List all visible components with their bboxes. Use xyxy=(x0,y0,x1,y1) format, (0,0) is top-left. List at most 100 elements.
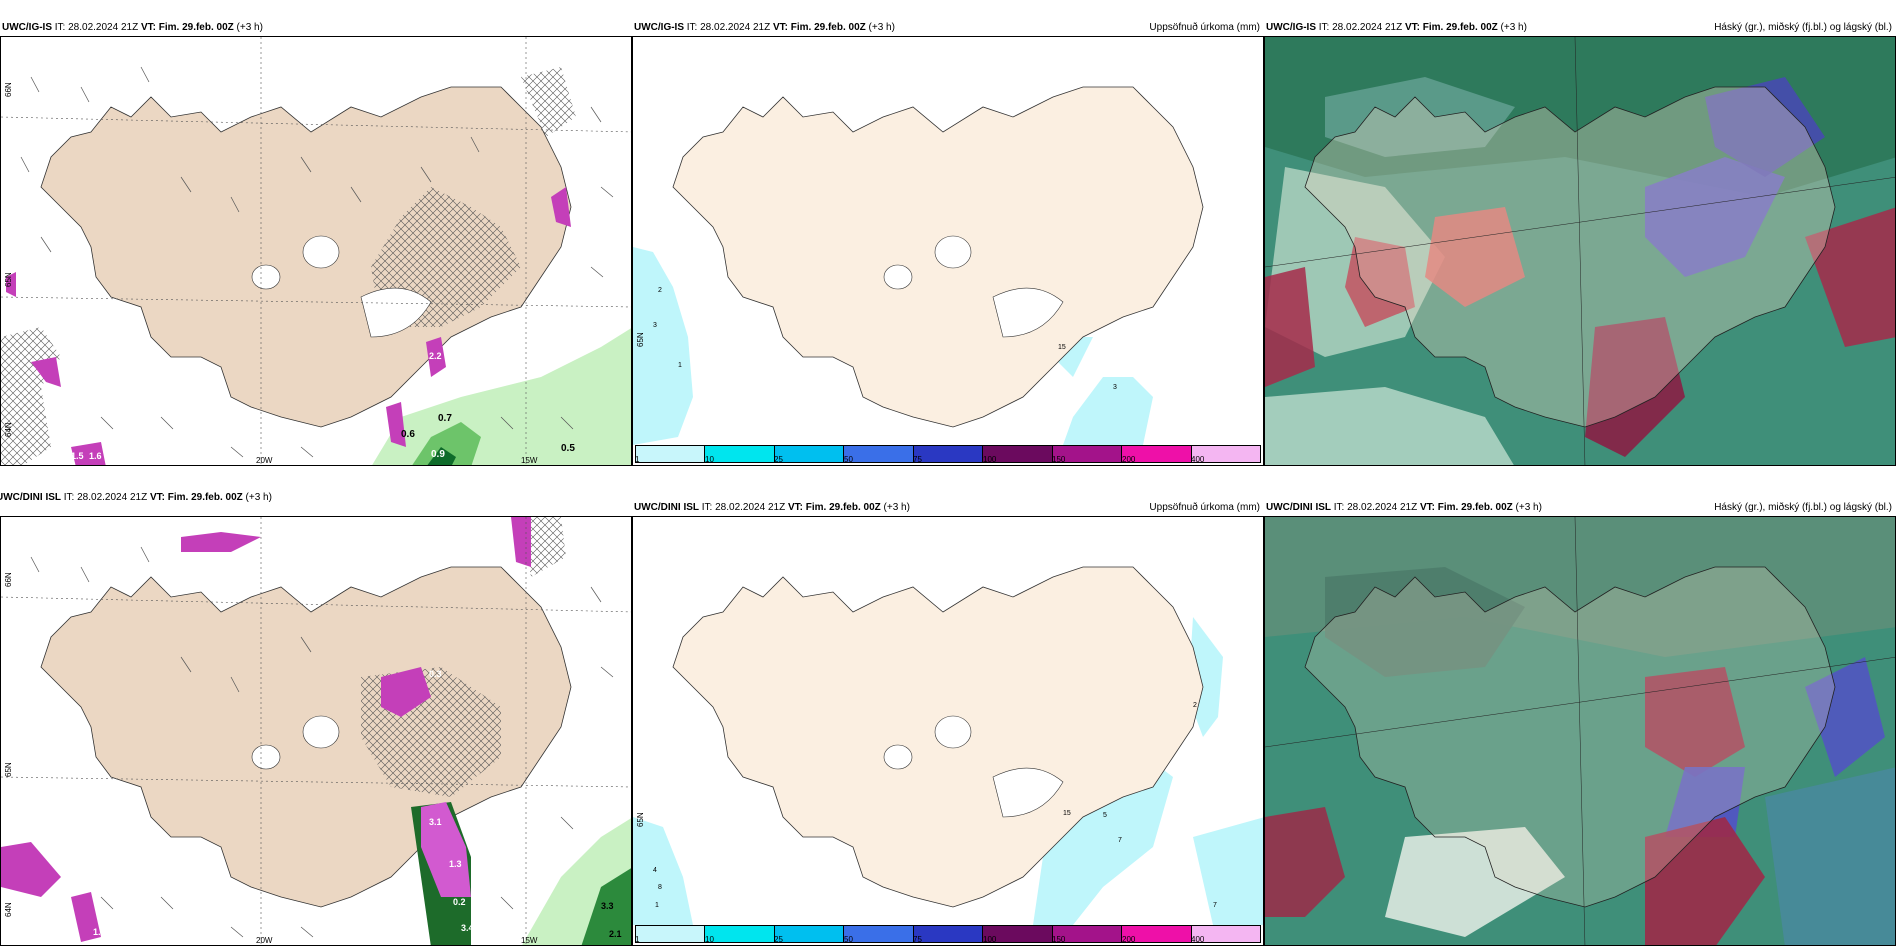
precip-value: 3.4 xyxy=(461,923,474,933)
map-frame: 0.5 0.6 0.7 0.9 1.5 1.6 2.2 20W 15W 66N … xyxy=(0,36,632,466)
colorbar-swatch xyxy=(1191,446,1260,462)
panel-subtitle: Háský (gr.), miðský (fj.bl.) og lágský (… xyxy=(1714,502,1892,513)
precip-value: 1.5 xyxy=(71,451,84,461)
colorbar-swatch xyxy=(983,446,1053,462)
issue-time: IT: 28.02.2024 21Z xyxy=(684,22,773,33)
colorbar-label: 400 xyxy=(1191,455,1205,464)
precip-green-core xyxy=(412,422,481,465)
precip-value: 1.6 xyxy=(89,451,102,461)
precip-value: 3 xyxy=(1113,384,1117,391)
colorbar-swatch xyxy=(844,926,914,942)
lead-time: (+3 h) xyxy=(880,502,910,513)
model-label: UWC/IG-IS xyxy=(1266,22,1316,33)
lead-time: (+3 h) xyxy=(233,22,263,33)
lead-time: (+3 h) xyxy=(865,22,895,33)
iceland-outline xyxy=(1304,86,1836,428)
issue-time: IT: 28.02.2024 21Z xyxy=(1331,502,1420,513)
clouds-map xyxy=(1265,37,1895,465)
map-frame xyxy=(1264,36,1896,466)
lon-label: 15W xyxy=(521,936,538,945)
colorbar-label: 150 xyxy=(1052,935,1066,944)
colorbar-label: 400 xyxy=(1191,935,1205,944)
precip-magenta xyxy=(421,802,471,897)
colorbar-swatch xyxy=(636,446,706,462)
colorbar-label: 25 xyxy=(774,935,783,944)
issue-time: IT: 28.02.2024 21Z xyxy=(52,22,141,33)
precip-value: 0.2 xyxy=(453,897,466,907)
colorbar-swatch xyxy=(1122,446,1192,462)
colorbar-label: 200 xyxy=(1122,935,1136,944)
wind-precip-map: 0.3 1.3 3.1 0.2 3.4 3.3 2.1 1.0 20W 15W … xyxy=(1,517,631,945)
model-label: UWC/IG-IS xyxy=(634,22,684,33)
colorbar-swatch xyxy=(1191,926,1260,942)
row2-clouds-panel: UWC/DINI ISL IT: 28.02.2024 21Z VT: Fim.… xyxy=(1264,494,1900,946)
lat-label: 64N xyxy=(4,422,13,437)
model-label: UWC/DINI ISL xyxy=(634,502,699,513)
clouds-map xyxy=(1265,517,1895,945)
map-frame: 0.3 1.3 3.1 0.2 3.4 3.3 2.1 1.0 20W 15W … xyxy=(0,516,632,946)
precip-value: 15 xyxy=(1058,344,1066,351)
precip-value: 3.1 xyxy=(429,817,442,827)
precip-value: 2 xyxy=(658,287,662,294)
wind-precip-map: 0.5 0.6 0.7 0.9 1.5 1.6 2.2 20W 15W 66N … xyxy=(1,37,631,465)
colorbar-label: 75 xyxy=(913,455,922,464)
colorbar-swatch xyxy=(1052,926,1123,942)
colorbar-swatch xyxy=(913,926,984,942)
precip-value: 5 xyxy=(1103,812,1107,819)
lat-label: 64N xyxy=(4,902,13,917)
precip-value: 1 xyxy=(655,902,659,909)
colorbar-label: 25 xyxy=(774,455,783,464)
precip-value: 8 xyxy=(658,884,662,891)
colorbar-label: 50 xyxy=(844,935,853,944)
valid-time: VT: Fim. 29.feb. 00Z xyxy=(149,492,243,503)
lat-label: 65N xyxy=(4,762,13,777)
accum-precip-map: 3 2 1 15 3 65N xyxy=(633,86,1204,445)
lat-label: 66N xyxy=(4,572,13,587)
precip-value: 2 xyxy=(1193,702,1197,709)
map-frame: 4 8 1 15 5 7 2 7 65N 1 10 25 50 75 xyxy=(632,516,1264,946)
colorbar-label: 100 xyxy=(983,935,997,944)
panel-header: UWC/IG-IS IT: 28.02.2024 21Z VT: Fim. 29… xyxy=(634,22,895,34)
map-frame: 3 2 1 15 3 65N 1 10 25 50 75 100 150 20 xyxy=(632,36,1264,466)
issue-time: IT: 28.02.2024 21Z xyxy=(61,492,150,503)
precip-value: 1.0 xyxy=(93,927,106,937)
issue-time: IT: 28.02.2024 21Z xyxy=(1316,22,1405,33)
colorbar-swatch xyxy=(844,446,914,462)
colorbar-swatch xyxy=(705,446,775,462)
precip-value: 2.1 xyxy=(609,929,622,939)
precip-value: 0.5 xyxy=(561,443,575,454)
precip-value: 0.6 xyxy=(401,429,415,440)
row1-accum-precip-panel: UWC/IG-IS IT: 28.02.2024 21Z VT: Fim. 29… xyxy=(632,14,1264,466)
panel-subtitle: Uppsöfnuð úrkoma (mm) xyxy=(1149,502,1260,513)
precip-value: 0.9 xyxy=(431,449,445,460)
precip-value: 1 xyxy=(678,362,682,369)
panel-subtitle: Háský (gr.), miðský (fj.bl.) og lágský (… xyxy=(1714,22,1892,33)
colorbar-label: 10 xyxy=(705,935,714,944)
panel-header: UWC/IG-IS IT: 28.02.2024 21Z VT: Fim. 29… xyxy=(1266,22,1527,34)
colorbar-labels: 1 10 25 50 75 100 150 200 400 xyxy=(635,455,1261,465)
precip-value: 15 xyxy=(1063,810,1071,817)
accum-precip-map: 4 8 1 15 5 7 2 7 65N xyxy=(633,566,1263,925)
colorbar-label: 50 xyxy=(844,455,853,464)
issue-time: IT: 28.02.2024 21Z xyxy=(699,502,788,513)
lat-label: 65N xyxy=(4,272,13,287)
colorbar-swatch xyxy=(774,446,845,462)
panel-header: UWC/DINI ISL IT: 28.02.2024 21Z VT: Fim.… xyxy=(634,502,910,514)
colorbar xyxy=(635,925,1261,943)
lead-time: (+3 h) xyxy=(242,492,272,503)
lon-label: 20W xyxy=(256,456,273,465)
colorbar xyxy=(635,445,1261,463)
colorbar-label: 150 xyxy=(1052,455,1066,464)
model-label: UWC/DINI ISL xyxy=(1266,502,1331,513)
precip-magenta xyxy=(426,337,446,377)
colorbar-swatch xyxy=(774,926,845,942)
lead-time: (+3 h) xyxy=(1497,22,1527,33)
colorbar-swatch xyxy=(636,926,706,942)
lon-label: 15W xyxy=(521,456,538,465)
valid-time: VT: Fim. 29.feb. 00Z xyxy=(787,502,881,513)
valid-time: VT: Fim. 29.feb. 00Z xyxy=(1404,22,1498,33)
colorbar-label: 200 xyxy=(1122,455,1136,464)
colorbar-swatch xyxy=(913,446,984,462)
colorbar-swatch xyxy=(705,926,775,942)
precip-value: 7 xyxy=(1213,902,1217,909)
